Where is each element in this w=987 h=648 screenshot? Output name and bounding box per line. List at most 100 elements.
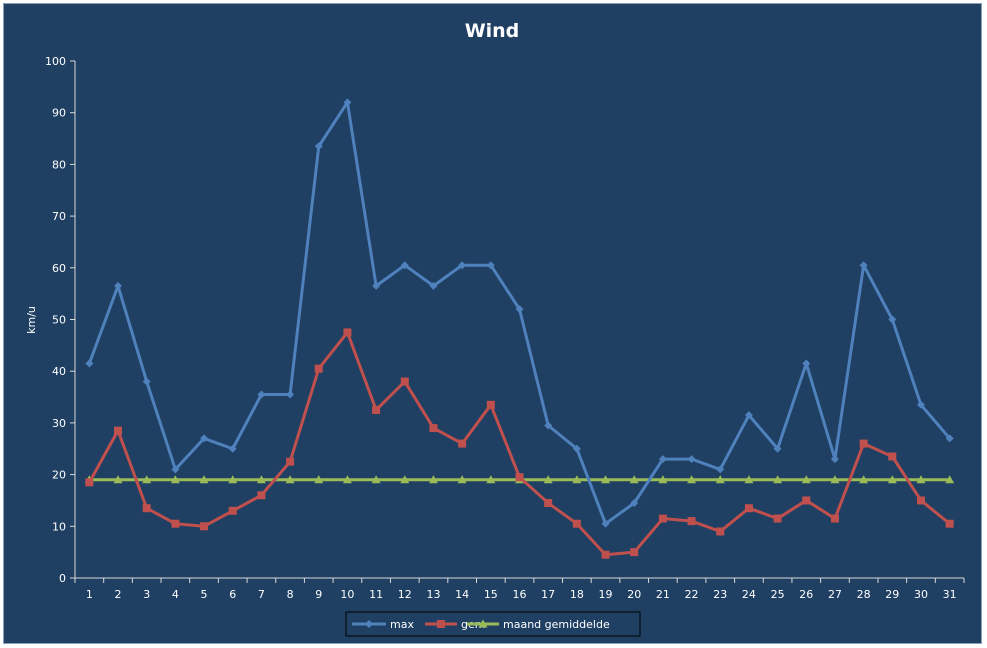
data-point-maand-gemiddelde (314, 475, 324, 484)
data-point-gem (658, 514, 667, 523)
data-point-max (85, 359, 94, 368)
legend-label-max: max (390, 618, 414, 631)
x-tick-label: 10 (340, 588, 354, 601)
data-point-max (544, 421, 553, 430)
y-tick-label: 30 (52, 417, 66, 430)
data-point-maand-gemiddelde (601, 475, 611, 484)
data-point-gem (687, 517, 696, 526)
data-point-maand-gemiddelde (228, 475, 238, 484)
x-tick-label: 18 (570, 588, 584, 601)
data-point-gem (601, 550, 610, 559)
data-point-maand-gemiddelde (887, 475, 897, 484)
y-axis-label: km/u (25, 306, 38, 334)
data-point-maand-gemiddelde (773, 475, 783, 484)
x-tick-label: 28 (857, 588, 871, 601)
x-tick-label: 29 (885, 588, 899, 601)
x-tick-label: 25 (771, 588, 785, 601)
data-point-maand-gemiddelde (629, 475, 639, 484)
y-tick-label: 40 (52, 365, 66, 378)
data-point-gem (945, 519, 954, 528)
data-point-max (802, 359, 811, 368)
chart-frame (3, 3, 982, 644)
data-point-maand-gemiddelde (199, 475, 209, 484)
data-point-max (572, 444, 581, 453)
data-point-gem (744, 504, 753, 513)
x-tick-label: 30 (914, 588, 928, 601)
data-point-gem (572, 519, 581, 528)
data-point-maand-gemiddelde (285, 475, 295, 484)
y-tick-label: 60 (52, 262, 66, 275)
data-point-maand-gemiddelde (945, 475, 955, 484)
x-tick-label: 19 (599, 588, 613, 601)
data-point-max (429, 281, 438, 290)
x-tick-label: 23 (713, 588, 727, 601)
data-point-gem (916, 496, 925, 505)
data-point-gem (286, 457, 295, 466)
data-point-max (458, 261, 467, 270)
data-point-max (601, 519, 610, 528)
data-point-maand-gemiddelde (830, 475, 840, 484)
data-point-max (630, 499, 639, 508)
y-tick-label: 20 (52, 469, 66, 482)
x-tick-label: 15 (484, 588, 498, 601)
series-layer (84, 98, 955, 559)
y-tick-label: 0 (59, 572, 66, 585)
legend-label-maand-gemiddelde: maand gemiddelde (503, 618, 610, 631)
data-point-gem (114, 426, 123, 435)
data-point-maand-gemiddelde (687, 475, 697, 484)
data-point-gem (429, 424, 438, 433)
x-tick-label: 12 (398, 588, 412, 601)
data-point-maand-gemiddelde (457, 475, 467, 484)
data-point-max (372, 281, 381, 290)
x-tick-label: 6 (229, 588, 236, 601)
data-point-gem (486, 400, 495, 409)
x-tick-label: 20 (627, 588, 641, 601)
x-tick-label: 11 (369, 588, 383, 601)
data-point-max (515, 305, 524, 314)
data-point-gem (257, 491, 266, 500)
y-tick-label: 70 (52, 210, 66, 223)
data-point-max (744, 411, 753, 420)
data-point-gem (773, 514, 782, 523)
data-point-gem (85, 478, 94, 487)
data-point-gem (171, 519, 180, 528)
data-point-gem (716, 527, 725, 536)
chart-title: Wind (465, 20, 520, 42)
data-point-maand-gemiddelde (256, 475, 266, 484)
data-point-gem (802, 496, 811, 505)
legend-box (345, 611, 641, 637)
x-tick-label: 21 (656, 588, 670, 601)
y-tick-label: 80 (52, 158, 66, 171)
legend-marker-gem (437, 620, 445, 628)
data-point-gem (314, 364, 323, 373)
data-point-maand-gemiddelde (658, 475, 668, 484)
x-tick-label: 22 (685, 588, 699, 601)
data-point-max (773, 444, 782, 453)
x-tick-label: 31 (943, 588, 957, 601)
data-point-max (859, 261, 868, 270)
data-point-max (257, 390, 266, 399)
data-point-gem (400, 377, 409, 386)
data-point-maand-gemiddelde (371, 475, 381, 484)
data-point-maand-gemiddelde (142, 475, 152, 484)
x-tick-label: 9 (315, 588, 322, 601)
series-gem (85, 328, 954, 559)
data-point-max (916, 400, 925, 409)
data-point-max (486, 261, 495, 270)
data-point-max (888, 315, 897, 324)
data-point-maand-gemiddelde (400, 475, 410, 484)
data-point-max (716, 465, 725, 474)
y-tick-label: 90 (52, 107, 66, 120)
y-tick-label: 10 (52, 520, 66, 533)
data-point-gem (228, 506, 237, 515)
data-point-gem (888, 452, 897, 461)
x-tick-label: 1 (86, 588, 93, 601)
data-point-max (228, 444, 237, 453)
data-point-gem (830, 514, 839, 523)
data-point-maand-gemiddelde (859, 475, 869, 484)
x-tick-label: 17 (541, 588, 555, 601)
data-point-max (343, 98, 352, 107)
x-tick-label: 2 (115, 588, 122, 601)
